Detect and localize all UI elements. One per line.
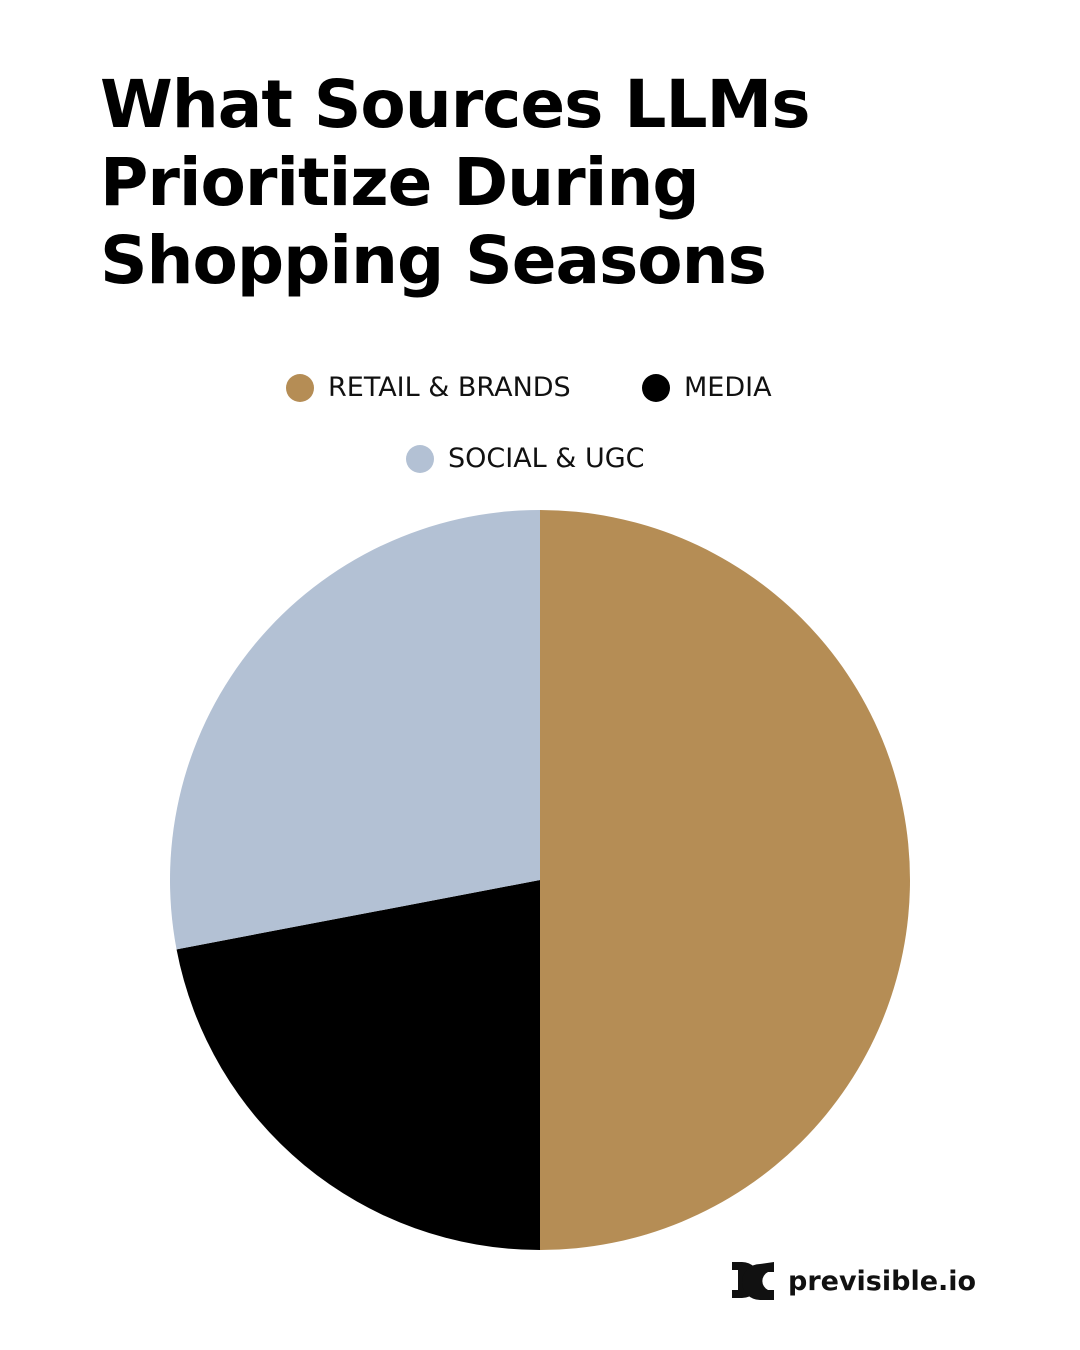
legend-swatch (642, 373, 670, 402)
pie-slice-retail-brands (540, 510, 910, 1250)
legend-swatch (286, 373, 314, 402)
previsible-logo-icon (732, 1262, 774, 1300)
brand-logo: previsible.io (730, 1258, 976, 1304)
legend-item-social: SOCIAL & UGC (406, 443, 644, 474)
legend-label: MEDIA (684, 372, 772, 403)
pie-slice-social-ugc (169, 510, 541, 950)
legend-item-media: MEDIA (642, 372, 772, 403)
legend-label: SOCIAL & UGC (448, 443, 645, 474)
legend-label: RETAIL & BRANDS (328, 372, 571, 403)
chart-title: What Sources LLMs Prioritize During Shop… (100, 66, 810, 299)
pie-slice-media (176, 880, 540, 1250)
legend-swatch (406, 444, 434, 473)
logo-text: previsible.io (788, 1265, 977, 1297)
legend-item-retail: RETAIL & BRANDS (286, 372, 571, 403)
